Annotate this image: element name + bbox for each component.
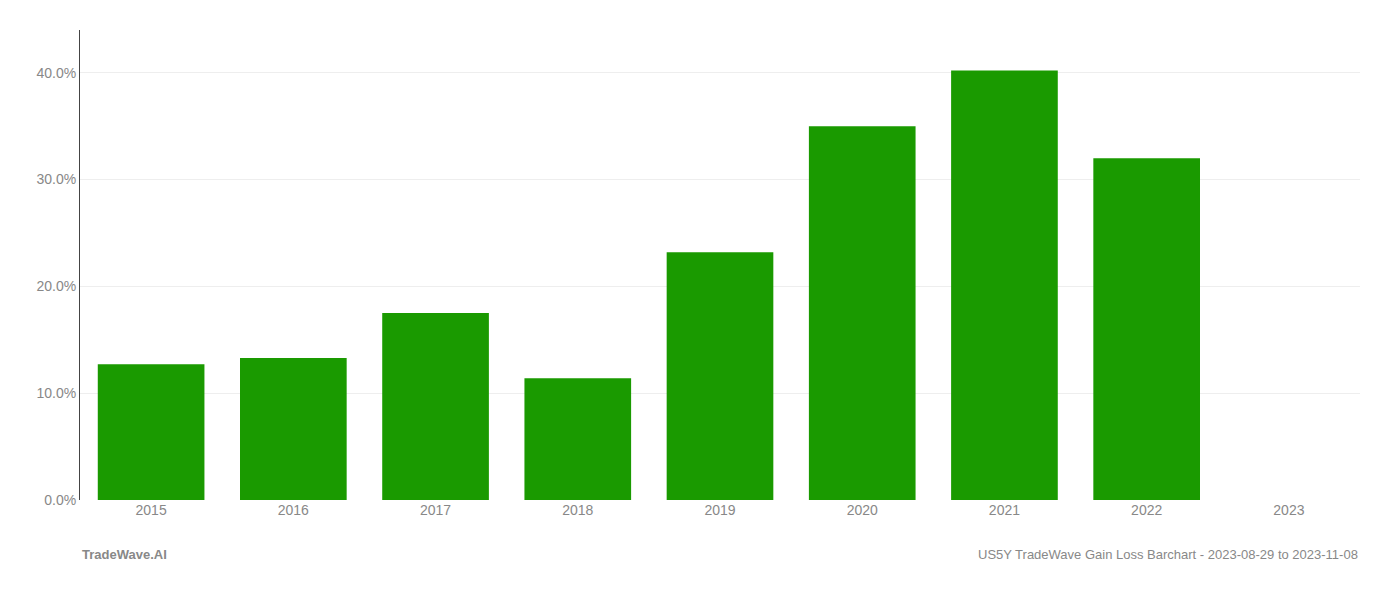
svg-text:TradeWave.AI: TradeWave.AI: [82, 547, 167, 562]
svg-text:2016: 2016: [278, 502, 309, 518]
svg-text:2021: 2021: [989, 502, 1020, 518]
svg-text:40.0%: 40.0%: [36, 65, 76, 81]
svg-text:2018: 2018: [562, 502, 593, 518]
svg-text:2022: 2022: [1131, 502, 1162, 518]
svg-text:2023: 2023: [1273, 502, 1304, 518]
svg-text:0.0%: 0.0%: [44, 492, 76, 508]
svg-text:20.0%: 20.0%: [36, 278, 76, 294]
svg-text:2020: 2020: [847, 502, 878, 518]
svg-text:2017: 2017: [420, 502, 451, 518]
svg-text:2015: 2015: [136, 502, 167, 518]
svg-text:US5Y TradeWave Gain Loss Barch: US5Y TradeWave Gain Loss Barchart - 2023…: [978, 547, 1358, 562]
svg-text:10.0%: 10.0%: [36, 385, 76, 401]
svg-text:30.0%: 30.0%: [36, 171, 76, 187]
svg-text:2019: 2019: [704, 502, 735, 518]
